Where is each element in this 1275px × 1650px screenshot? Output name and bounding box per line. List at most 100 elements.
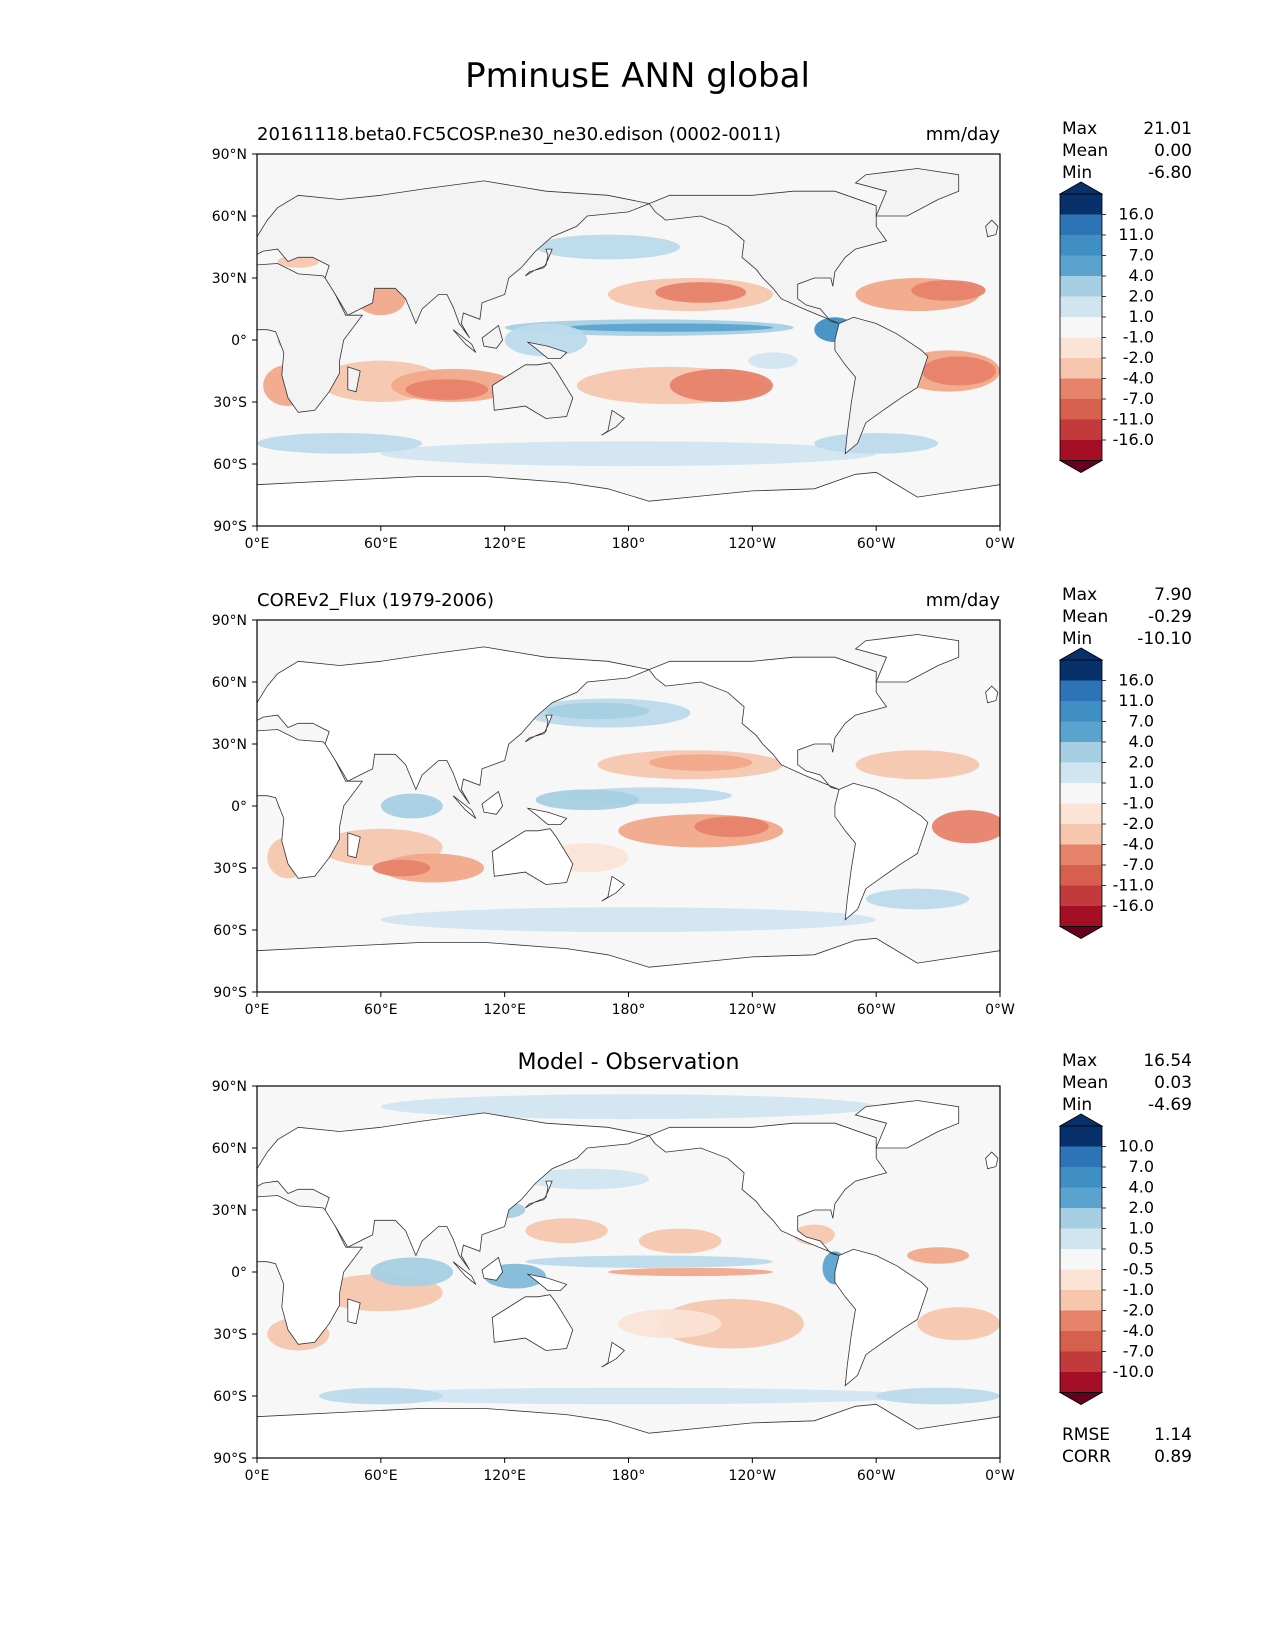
land-uk bbox=[985, 1151, 999, 1170]
anomaly-region bbox=[535, 789, 639, 811]
figure-title: PminusE ANN global bbox=[465, 56, 810, 96]
land-africa bbox=[257, 263, 364, 413]
colorbar-segment bbox=[1060, 337, 1102, 358]
colorbar-label: -16.0 bbox=[1113, 896, 1154, 915]
land-japan bbox=[525, 248, 553, 277]
anomaly-region bbox=[694, 816, 769, 837]
lat-tick-label: 90°S bbox=[213, 985, 247, 1001]
land-greenland bbox=[854, 634, 960, 683]
anomaly-region bbox=[921, 356, 996, 386]
colorbar-label: 16.0 bbox=[1118, 671, 1154, 690]
lat-tick-label: 60°S bbox=[213, 1389, 247, 1405]
anomaly-region bbox=[380, 793, 443, 819]
map-field bbox=[257, 620, 1000, 992]
lon-tick-label: 120°E bbox=[483, 536, 526, 552]
colorbar-label: 7.0 bbox=[1129, 246, 1154, 265]
panel-difference: Model - Observation 90°N 60°N 30°N 0° 30°S 60… bbox=[0, 1050, 1275, 1496]
land-namerica bbox=[648, 656, 888, 790]
colorbar-label: -2.0 bbox=[1123, 814, 1154, 833]
land-antarctica bbox=[257, 1403, 1000, 1458]
land-japan bbox=[525, 714, 553, 743]
colorbar-label: -2.0 bbox=[1123, 348, 1154, 367]
land-antarctica bbox=[257, 937, 1000, 992]
lon-tick-label: 0°W bbox=[985, 1468, 1015, 1484]
lon-tick-label: 120°W bbox=[729, 1002, 777, 1018]
lon-tick-label: 120°E bbox=[483, 1468, 526, 1484]
anomaly-region bbox=[380, 1094, 877, 1120]
colorbar-segment bbox=[1060, 1146, 1102, 1167]
colorbar-segment bbox=[1060, 419, 1102, 440]
land-borneo bbox=[481, 324, 504, 349]
panel-title-left: COREv2_Flux (1979-2006) bbox=[257, 590, 495, 611]
colorbar-segment bbox=[1060, 1187, 1102, 1208]
lat-tick-label: 90°N bbox=[212, 613, 247, 629]
colorbar-label: 2.0 bbox=[1129, 287, 1154, 306]
land-sumatra bbox=[452, 1261, 477, 1285]
anomaly-region bbox=[814, 433, 939, 454]
colorbar-label: 4.0 bbox=[1129, 266, 1154, 285]
colorbar-segment bbox=[1060, 317, 1102, 338]
anomaly-region bbox=[907, 1247, 970, 1264]
colorbar-segment bbox=[1060, 1167, 1102, 1188]
anomaly-region bbox=[545, 702, 650, 720]
colorbar-label: 11.0 bbox=[1118, 691, 1154, 710]
colorbar-label: 0.5 bbox=[1129, 1239, 1154, 1258]
anomaly-region bbox=[607, 1267, 773, 1277]
colorbar-extend-bottom bbox=[1058, 926, 1104, 939]
stat-max: Max 7.90 bbox=[1062, 585, 1192, 605]
colorbar-label: -1.0 bbox=[1123, 1280, 1154, 1299]
colorbar-label: -11.0 bbox=[1113, 876, 1154, 895]
anomaly-region bbox=[748, 352, 798, 369]
colorbar-label: -1.0 bbox=[1123, 328, 1154, 347]
anomaly-region bbox=[257, 433, 423, 454]
land-newguinea bbox=[527, 1273, 568, 1292]
colorbar-label: -7.0 bbox=[1123, 1342, 1154, 1361]
colorbar-frame bbox=[1059, 193, 1103, 461]
land-samerica bbox=[834, 782, 929, 921]
land-greenland bbox=[854, 1100, 960, 1149]
land-nz bbox=[601, 875, 626, 902]
colorbar-segment bbox=[1060, 1249, 1102, 1270]
stat-corr: CORR 0.89 bbox=[1062, 1447, 1192, 1467]
anomaly-region bbox=[372, 859, 431, 877]
colorbar-segment bbox=[1060, 680, 1102, 701]
anomaly-region bbox=[855, 750, 980, 780]
colorbar-segment bbox=[1060, 1372, 1102, 1393]
lat-tick-label: 30°S bbox=[213, 861, 247, 877]
colorbar-label: 7.0 bbox=[1129, 1157, 1154, 1176]
colorbar-label: -16.0 bbox=[1113, 430, 1154, 449]
colorbar-segment bbox=[1060, 1351, 1102, 1372]
anomaly-region bbox=[405, 379, 489, 400]
colorbar-segment bbox=[1060, 824, 1102, 845]
stats-block: Max 7.90 Mean -0.29 Min -10.10 bbox=[1062, 584, 1192, 650]
lat-tick-label: 0° bbox=[231, 1265, 247, 1281]
map-plot: 90°N 60°N 30°N 0° 30°S 60°S 90°S0°E 60°E 120°E 18… bbox=[212, 147, 1154, 552]
panel-units: mm/day bbox=[925, 590, 1000, 611]
colorbar-segment bbox=[1060, 803, 1102, 824]
colorbar-label: 7.0 bbox=[1129, 712, 1154, 731]
anomaly-region bbox=[525, 1218, 608, 1244]
anomaly-region bbox=[649, 754, 753, 771]
colorbar-segment bbox=[1060, 1310, 1102, 1331]
colorbar-segment bbox=[1060, 1208, 1102, 1229]
land-africa bbox=[257, 1195, 364, 1345]
colorbar-segment bbox=[1060, 1228, 1102, 1249]
land-greenland bbox=[854, 168, 960, 217]
colorbar-label: 10.0 bbox=[1118, 1137, 1154, 1156]
lon-tick-label: 0°E bbox=[245, 536, 270, 552]
colorbar-label: 1.0 bbox=[1129, 1219, 1154, 1238]
lon-tick-label: 60°E bbox=[364, 1002, 398, 1018]
lat-tick-label: 30°N bbox=[212, 1203, 247, 1219]
lat-tick-label: 90°N bbox=[212, 1079, 247, 1095]
land-namerica bbox=[648, 190, 888, 324]
colorbar-extend-bottom bbox=[1058, 1392, 1104, 1405]
anomaly-region bbox=[525, 1168, 650, 1190]
lat-tick-label: 90°S bbox=[213, 519, 247, 535]
colorbar-label: -4.0 bbox=[1123, 369, 1154, 388]
colorbar-segment bbox=[1060, 378, 1102, 399]
colorbar-segment bbox=[1060, 194, 1102, 215]
anomaly-region bbox=[917, 1307, 1000, 1341]
lat-tick-label: 60°S bbox=[213, 457, 247, 473]
colorbar-extend-bottom bbox=[1058, 460, 1104, 473]
panel-units: mm/day bbox=[925, 124, 1000, 145]
